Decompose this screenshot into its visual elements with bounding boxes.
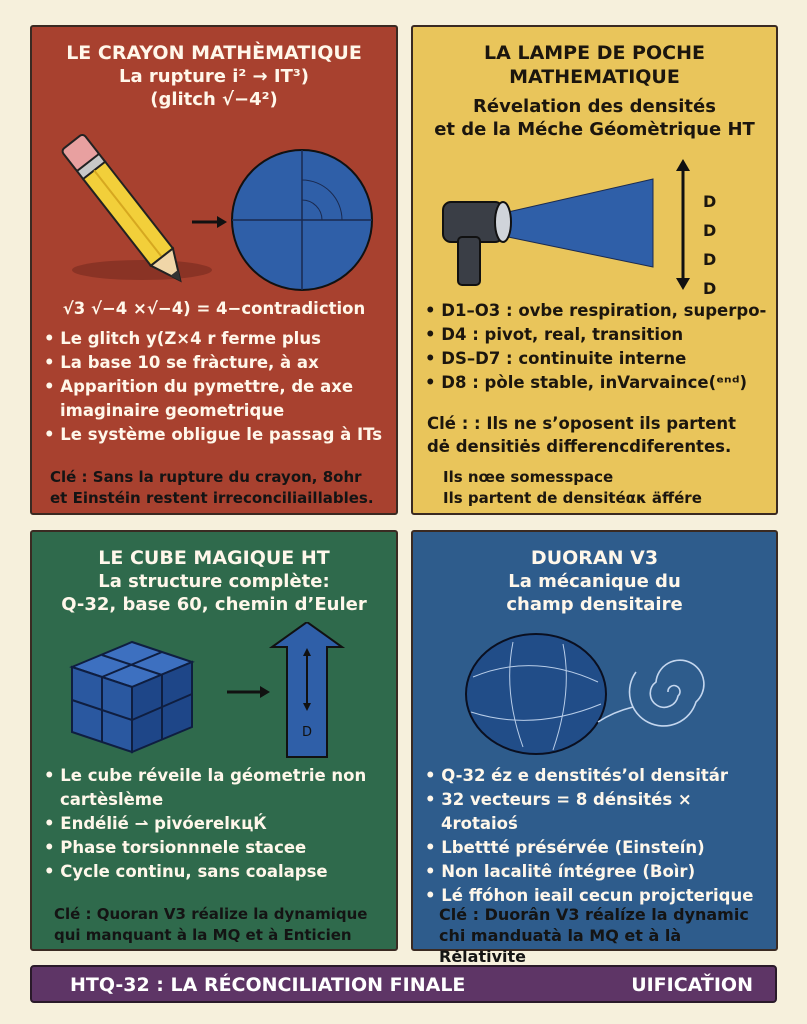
list-item: DS–D7 : continuite interne [425, 347, 768, 371]
card-title: LE CRAYON MATHÈMATIQUE [66, 42, 362, 64]
list-item: Le système obligue le passag à ITs [44, 423, 388, 447]
card-subtitle: La mécanique du [508, 571, 681, 592]
list-item: Cycle continu, sans coalapse [44, 860, 388, 884]
d-label: D [703, 221, 717, 240]
list-item: Lé ffóhon ieail cecun projcterique [425, 884, 768, 908]
d-labels: D D D D [703, 187, 716, 303]
d-label: D [703, 250, 717, 269]
circle-grid-icon [231, 149, 373, 291]
d-label: D [703, 192, 717, 211]
list-item: Le glitch y(Z×4 r ferme plus [44, 327, 388, 351]
crayon-illustration [61, 133, 373, 291]
double-arrow-vertical-icon [676, 159, 690, 290]
cube-icon [69, 640, 195, 754]
shadow [72, 260, 212, 280]
formula: √3 √−4 ×√−4) = 4−contradiction [62, 299, 366, 318]
key-line: et Einstéin restent irreconciliaillables… [50, 489, 374, 507]
key-note: Clé : Duorân V3 réalíze la dynamic chi m… [439, 904, 768, 967]
bullet-list: Le glitch y(Z×4 r ferme plus La base 10 … [44, 327, 388, 447]
key-line: dė densitiės differencdiferentes. [427, 437, 732, 456]
key-line: chi manduatà la MQ et à là Rėlativite [439, 926, 682, 966]
card-lampe: LA LAMPE DE POCHE MATHEMATIQUE Révelatio… [411, 25, 778, 515]
list-item: Le cube réveile la géometrie non cartèsl… [44, 764, 388, 812]
card-subtitle: (glitch √−4²) [150, 89, 278, 110]
list-item: Phase torsionnnele stacee [44, 836, 388, 860]
key-line: qui manquant à la MQ et à Enticien [54, 926, 352, 944]
sphere-field-icon [465, 633, 607, 755]
card-cube: LE CUBE MAGIQUE HT La structure complète… [30, 530, 398, 951]
footer-right-label: UIFICAŤION [631, 974, 753, 996]
arrow-right-icon [227, 686, 270, 698]
list-item: Apparition du pymettre, de axe imaginair… [44, 375, 388, 423]
list-item: D1–O3 : ovbe respiration, superpo- [425, 299, 768, 323]
card-subtitle: et de la Méche Géomètrique HT [434, 119, 755, 140]
pencil-icon [61, 133, 182, 283]
card-title: LA LAMPE DE POCHE [484, 42, 705, 64]
bullet-list: Le cube réveile la géometrie non cartèsl… [44, 764, 388, 884]
card-subtitle: Révelation des densités [473, 96, 716, 117]
key-line: Clé : Sans la rupture du crayon, 8ohr [50, 468, 362, 486]
key-note: Clé : Quoran V3 réalize la dynamique qui… [54, 904, 388, 946]
key-note: Clé : : Ils ne s’oposent ils partent dė … [427, 412, 768, 458]
flashlight-icon [442, 201, 512, 286]
list-item: D4 : pivot, real, transition [425, 323, 768, 347]
light-beam-icon [507, 178, 654, 268]
note: Ils nœe somesspace Ils partent de densit… [443, 467, 768, 509]
key-line: Clé : Quoran V3 réalize la dynamique [54, 905, 368, 923]
arrow-right-icon [192, 216, 227, 228]
footer-banner: HTQ-32 : LA RÉCONCILIATION FINALE UIFICA… [30, 965, 777, 1003]
card-duoran: DUORAN V3 La mécanique du champ densitai… [411, 530, 778, 966]
card-crayon: LE CRAYON MATHÈMATIQUE La rupture i² → I… [30, 25, 398, 515]
list-item: Q-32 éz e denstités’ol densitár [425, 764, 768, 788]
duoran-illustration [465, 633, 705, 755]
note-line: Ils partent de densitéακ äffére [443, 489, 702, 507]
card-title: DUORAN V3 [530, 547, 659, 569]
bullet-list: Q-32 éz e denstités’ol densitár 32 vecte… [425, 764, 768, 908]
key-line: Clé : Duorân V3 réalíze la dynamic [439, 905, 749, 924]
card-title: MATHEMATIQUE [509, 66, 680, 88]
key-note: Clé : Sans la rupture du crayon, 8ohr et… [50, 467, 388, 509]
list-item: La base 10 se fràcture, à ax [44, 351, 388, 375]
list-item: Lbettté présérvée (Einsteín) [425, 836, 768, 860]
footer-title: HTQ-32 : LA RÉCONCILIATION FINALE [70, 974, 466, 996]
card-subtitle: La rupture i² → IT³) [119, 66, 309, 87]
list-item: Non lacalitê íntégree (Boìr) [425, 860, 768, 884]
card-subtitle: La structure complète: [98, 571, 330, 592]
spiral-icon [597, 659, 705, 727]
card-subtitle: Q-32, base 60, chemin d’Euler [61, 594, 367, 615]
d-label: D [703, 279, 717, 298]
card-title: LE CUBE MAGIQUE HT [98, 547, 330, 569]
bullet-list: D1–O3 : ovbe respiration, superpo- D4 : … [425, 299, 768, 395]
list-item: D8 : pòle stable, inVarvaince(ᵉⁿᵈ) [425, 371, 768, 395]
arrow-up-box-icon [268, 622, 346, 758]
d-label: D [302, 725, 313, 740]
cube-illustration [69, 622, 346, 758]
card-subtitle: champ densitaire [506, 594, 683, 615]
lampe-illustration [442, 159, 690, 290]
list-item: Endélié ⇀ pivóerelкцЌ [44, 812, 388, 836]
list-item: 32 vecteurs = 8 dénsités × 4rotaioś [425, 788, 768, 836]
key-line: Clé : : Ils ne s’oposent ils partent [427, 414, 737, 433]
note-line: Ils nœe somesspace [443, 468, 614, 486]
